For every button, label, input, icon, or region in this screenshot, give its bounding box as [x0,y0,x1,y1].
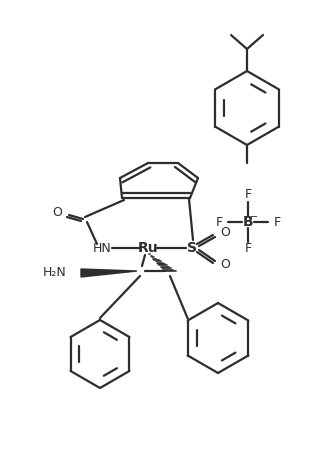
Text: O: O [220,259,230,272]
Text: F: F [215,215,223,228]
Text: O: O [52,206,62,219]
Polygon shape [81,269,137,277]
Text: Ru: Ru [138,241,158,255]
Text: B: B [243,215,253,229]
Text: F: F [273,215,281,228]
Text: HN: HN [93,241,111,254]
Text: H₂N: H₂N [42,267,66,280]
Text: F: F [244,242,251,255]
Text: F: F [244,189,251,201]
Text: −: − [250,212,258,222]
Text: O: O [220,226,230,240]
Text: S: S [187,241,197,255]
